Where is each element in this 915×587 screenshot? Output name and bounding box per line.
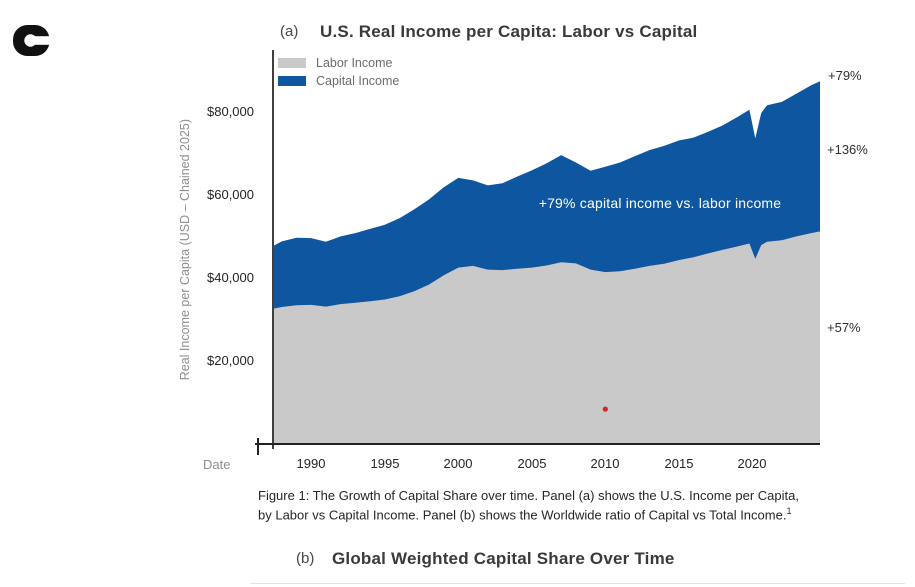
figure-caption: Figure 1: The Growth of Capital Share ov… [258,488,868,522]
total-growth-annotation: +79% [828,68,862,83]
legend-item-labor: Labor Income [278,55,399,71]
panel-b-chart-top-edge [250,583,905,584]
y-axis-line [272,50,274,449]
panel-b-label: (b) [296,550,315,567]
labor-income-area [273,231,820,444]
x-tick-1990: 1990 [296,456,326,471]
labor-income-label: Labor Income [316,56,393,70]
x-tick-2005: 2005 [517,456,547,471]
x-tick-1995: 1995 [370,456,400,471]
capital-vs-labor-annotation: +79% capital income vs. labor income [538,195,782,211]
x-axis-line [255,443,820,445]
figure-caption-line2: by Labor vs Capital Income. Panel (b) sh… [258,505,792,522]
labor-income-swatch [278,58,306,68]
y-axis-title: Real Income per Capita (USD – Chained 20… [178,118,192,381]
x-tick-2000: 2000 [443,456,473,471]
x-axis-title: Date [203,457,231,472]
panel-a-label: (a) [280,23,299,40]
panel-b-title: Global Weighted Capital Share Over Time [332,549,675,568]
figure-caption-line1: Figure 1: The Growth of Capital Share ov… [258,488,799,503]
income-area-chart [273,81,820,444]
x-tick-2020: 2020 [737,456,767,471]
x-tick-2015: 2015 [664,456,694,471]
footnote-mark: 1 [786,505,792,516]
x-axis-left-tick [257,438,259,455]
panel-a-title: U.S. Real Income per Capita: Labor vs Ca… [320,22,698,41]
labor-growth-annotation: +57% [827,320,861,335]
y-tick-60000: $60,000 [207,187,254,202]
y-tick-20000: $20,000 [207,353,254,368]
capital-income-label: Capital Income [316,74,400,88]
x-tick-2010: 2010 [590,456,620,471]
y-tick-80000: $80,000 [207,104,254,119]
legend: Labor Income Capital Income [278,55,399,91]
capital-income-swatch [278,76,306,86]
c-logo [13,25,51,56]
legend-item-capital: Capital Income [278,73,399,89]
capital-growth-annotation: +136% [827,142,868,157]
y-tick-40000: $40,000 [207,270,254,285]
red-point-marker [602,406,608,412]
